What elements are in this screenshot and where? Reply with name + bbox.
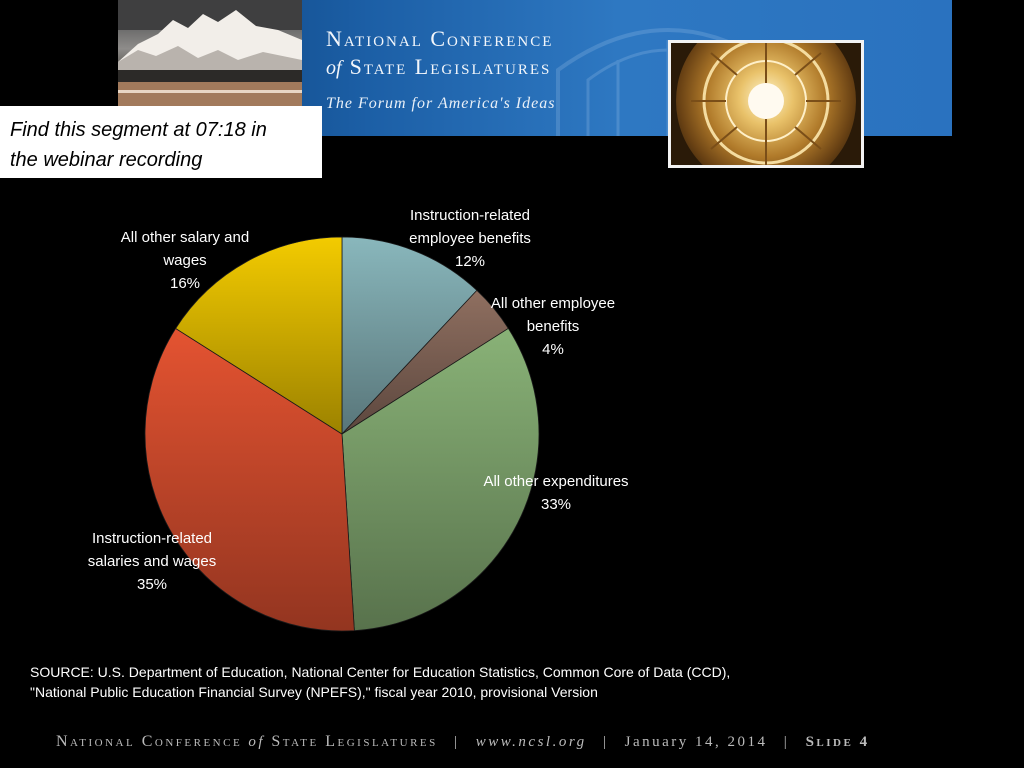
pie-label-5: All other salary and wages 16% [121, 229, 249, 292]
org-name-line1: National Conference [326, 26, 554, 51]
webinar-note-line2: the webinar recording [10, 149, 203, 171]
pie-value-label-4: 35% [137, 576, 167, 593]
footer-org-of: of [248, 734, 266, 750]
webinar-note-box: Find this segment at 07:18 in the webina… [0, 106, 322, 178]
org-name-of: of [326, 57, 342, 79]
pie-label-line-4-1: Instruction-related [92, 530, 212, 547]
footer-website: www.ncsl.org [475, 734, 587, 750]
source-line2: "National Public Education Financial Sur… [30, 684, 598, 700]
pie-label-line-3-1: All other expenditures [483, 473, 628, 490]
footer-separator-2: | [602, 734, 609, 750]
pie-value-label-1: 12% [455, 253, 485, 270]
pie-value-label-2: 4% [542, 341, 564, 358]
footer-separator-1: | [454, 734, 460, 750]
pie-slice-3 [341, 327, 540, 632]
pie-label-line-5-2: wages [162, 252, 206, 269]
pie-label-line-2-2: benefits [527, 318, 580, 335]
pie-label-line-4-2: salaries and wages [88, 553, 216, 570]
webinar-note-line1: Find this segment at 07:18 in [10, 119, 267, 141]
pie-label-line-1-2: employee benefits [409, 230, 531, 247]
footer-org-b: State Legislatures [271, 733, 438, 750]
pie-label-2: All other employee benefits 4% [491, 295, 615, 358]
pie-label-4: Instruction-related salaries and wages 35% [88, 530, 216, 593]
footer-org-a: National Conference [56, 733, 243, 750]
source-citation: SOURCE: U.S. Department of Education, Na… [30, 662, 850, 702]
pie-label-3: All other expenditures 33% [483, 473, 628, 513]
capitol-dome-photo [668, 40, 864, 168]
pie-slice-4 [144, 327, 355, 632]
footer-date: January 14, 2014 [624, 734, 768, 750]
pie-label-line-1-1: Instruction-related [410, 207, 530, 224]
footer-slide-label: Slide [805, 734, 854, 750]
org-name-line2: of State Legislatures [326, 54, 551, 80]
pie-label-1: Instruction-related employee benefits 12% [409, 207, 531, 270]
pie-slice-5 [175, 236, 343, 435]
pie-label-line-2-1: All other employee [491, 295, 615, 312]
slide-footer: National Conference of State Legislature… [56, 733, 976, 751]
tagline: The Forum for America's Ideas [326, 95, 556, 112]
expenditure-pie-chart: Instruction-related employee benefits 12% A… [88, 207, 629, 632]
pie-label-line-5-1: All other salary and [121, 229, 249, 246]
footer-slide-number: 4 [859, 734, 870, 750]
pie-value-label-3: 33% [541, 496, 571, 513]
pie-value-label-5: 16% [170, 275, 200, 292]
footer-separator-3: | [783, 734, 790, 750]
mountain-photo [118, 0, 302, 108]
pie-slice-1 [341, 236, 478, 436]
org-name-state-legislatures: State Legislatures [349, 54, 552, 79]
source-line1: SOURCE: U.S. Department of Education, Na… [30, 664, 731, 680]
